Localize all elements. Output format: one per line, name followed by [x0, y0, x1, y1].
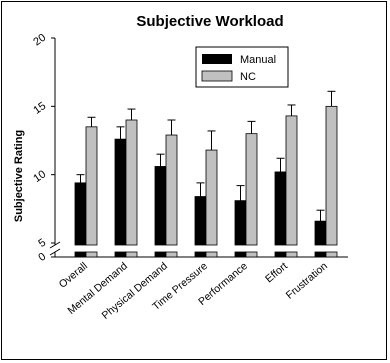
bar-nc-lower: [285, 251, 298, 258]
bar-nc-lower: [85, 251, 98, 258]
legend-label-nc: NC: [240, 71, 256, 83]
legend-box: [195, 46, 289, 88]
bar-nc: [85, 126, 98, 246]
y-tick-label: 10: [31, 168, 48, 185]
bar-manual-lower: [74, 251, 87, 258]
bar-manual-lower: [234, 251, 247, 258]
bar-manual-lower: [314, 251, 327, 258]
y-ticks: 05 10 15 20: [31, 32, 55, 264]
bar-manual: [234, 200, 247, 246]
bar-nc: [245, 133, 258, 246]
axis-break-mark: [49, 241, 61, 249]
bar-nc-lower: [165, 251, 178, 258]
bar-nc-lower: [325, 251, 338, 258]
bar-manual: [74, 182, 87, 246]
legend-swatch-manual: [202, 54, 232, 64]
chart-frame: [1, 1, 387, 360]
bar-manual: [194, 196, 207, 246]
bar-manual-lower: [274, 251, 287, 258]
bar-manual-lower: [194, 251, 207, 258]
y-tick-label: 5: [36, 237, 48, 250]
y-tick-label: 15: [31, 100, 48, 117]
bar-nc: [165, 134, 178, 246]
bar-manual-lower: [154, 251, 167, 258]
x-tick-label: Effort: [263, 260, 290, 285]
legend-swatch-nc: [201, 70, 233, 82]
bar-nc-lower: [125, 251, 138, 258]
x-tick-label: Frustration: [284, 260, 330, 302]
bars: [74, 90, 338, 258]
bar-nc: [125, 119, 138, 246]
bar-nc: [325, 105, 338, 246]
x-tick-label: Overall: [57, 260, 90, 291]
bar-nc: [205, 149, 218, 246]
bar-nc-lower: [205, 251, 218, 258]
bar-nc-lower: [245, 251, 258, 258]
y-tick-label: 20: [31, 32, 48, 49]
bar-manual: [314, 220, 327, 246]
bar-manual-lower: [114, 251, 127, 258]
legend-label-manual: Manual: [240, 54, 276, 66]
legend: Manual NC: [195, 46, 289, 88]
chart-title: Subjective Workload: [136, 13, 283, 30]
bar-nc: [285, 115, 298, 246]
y-axis-label: Subjective Rating: [13, 130, 25, 222]
bar-manual: [274, 171, 287, 246]
bar-manual: [154, 166, 167, 246]
axis-break-mark: [49, 248, 61, 256]
bar-manual: [114, 138, 127, 246]
y-tick-label: 0: [36, 251, 48, 264]
